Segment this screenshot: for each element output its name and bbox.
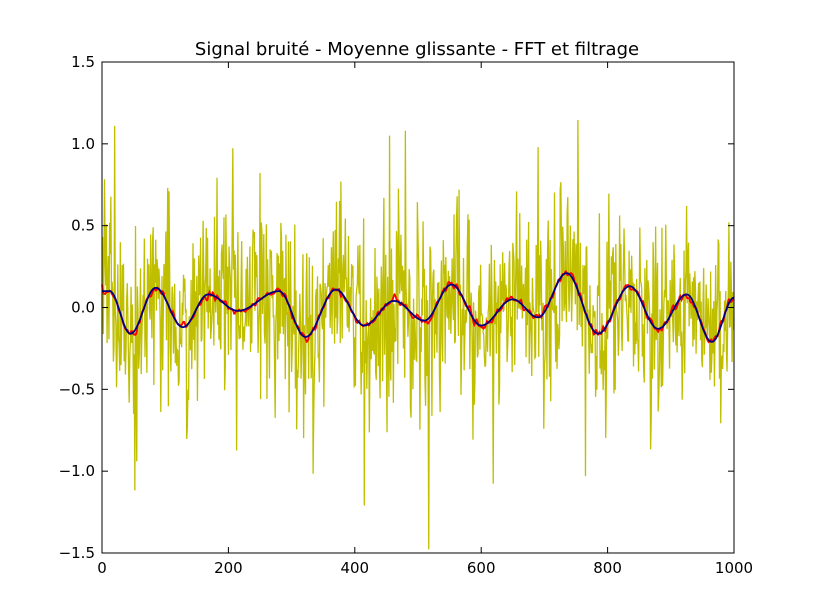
plot-frame — [101, 61, 735, 554]
chart-title: Signal bruité - Moyenne glissante - FFT … — [195, 39, 639, 60]
y-tick-label: −0.5 — [59, 380, 95, 398]
series-noisy-line — [101, 119, 735, 550]
x-tick-label: 0 — [97, 559, 107, 577]
x-tick-label: 200 — [214, 559, 243, 577]
y-tick-label: −1.5 — [59, 544, 95, 562]
x-tick-label: 800 — [593, 559, 622, 577]
y-tick-label: 1.5 — [71, 53, 95, 71]
y-tick-label: 0.0 — [71, 299, 95, 317]
series-filtered-line — [102, 272, 735, 343]
plot-series — [101, 119, 735, 550]
x-tick-label: 400 — [340, 559, 369, 577]
y-tick-label: −1.0 — [59, 462, 95, 480]
axis-tick-labels: 0 200 400 600 800 1000 1.5 1.0 0.5 0.0 −0.5 −1.0 −1.… — [59, 53, 754, 577]
y-tick-label: 0.5 — [71, 217, 95, 235]
x-tick-label: 1000 — [715, 559, 753, 577]
y-tick-label: 1.0 — [71, 135, 95, 153]
x-tick-label: 600 — [467, 559, 496, 577]
